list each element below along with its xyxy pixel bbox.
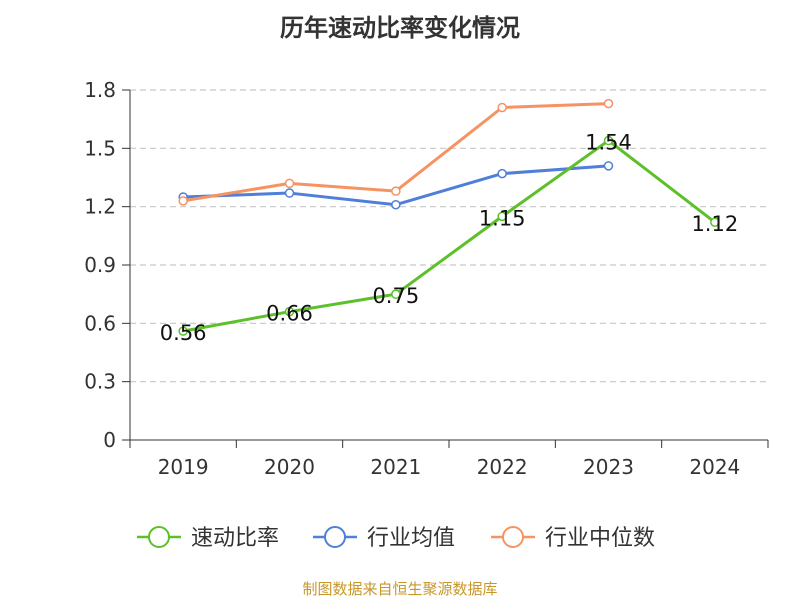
x-tick-label: 2019 [158,455,209,479]
data-point [710,217,720,227]
x-tick-label: 2022 [477,455,528,479]
axes: 0 0.3 0.6 0.9 1.2 1.5 1.8 2019 2020 2021 2022 2023 2… [84,78,769,479]
data-point [603,161,614,171]
legend-marker-1 [324,526,346,548]
y-tick-label: 0.6 [84,311,116,335]
data-labels: 0.56 0.66 0.75 1.15 1.54 1.12 [160,131,738,346]
x-tick-label: 2023 [583,455,634,479]
y-tick-label: 1.8 [84,78,116,102]
series-lines [178,98,720,336]
x-tick-label: 2021 [370,455,421,479]
y-tick-label: 1.5 [84,136,116,160]
legend-label-0: 速动比率 [191,526,279,551]
data-point [603,98,614,109]
data-label: 1.12 [691,212,738,236]
data-label: 0.56 [160,321,207,345]
data-point [284,306,295,317]
data-point [178,196,188,206]
data-point [284,188,295,198]
data-point [497,168,507,179]
y-tick-label: 1.2 [84,195,116,219]
y-tick-label: 0.3 [84,370,116,394]
data-label: 1.15 [479,206,526,230]
legend-label-1: 行业均值 [367,526,455,551]
grid-lines [130,89,768,383]
data-point [178,326,188,336]
series-line-0 [182,139,716,333]
legend-marker-2 [502,526,524,548]
data-point [497,211,507,222]
data-label: 0.66 [266,302,313,326]
data-point [284,178,295,189]
data-label: 0.75 [372,284,419,308]
data-point [603,135,614,146]
data-point [391,186,401,196]
data-point [391,199,401,210]
data-label: 1.54 [585,131,632,155]
data-point [391,289,401,299]
x-tick-label: 2020 [264,455,315,479]
legend-marker-0 [148,526,170,548]
x-tick-label: 2024 [689,455,740,479]
y-tick-label: 0 [103,428,116,452]
chart-title: 历年速动比率变化情况 [280,14,520,42]
source-note: 制图数据来自恒生聚源数据库 [302,580,498,598]
y-tick-label: 0.9 [84,253,116,277]
legend-label-2: 行业中位数 [545,526,655,551]
legend: 速动比率 行业均值 行业中位数 [137,526,655,551]
data-point [497,102,507,113]
